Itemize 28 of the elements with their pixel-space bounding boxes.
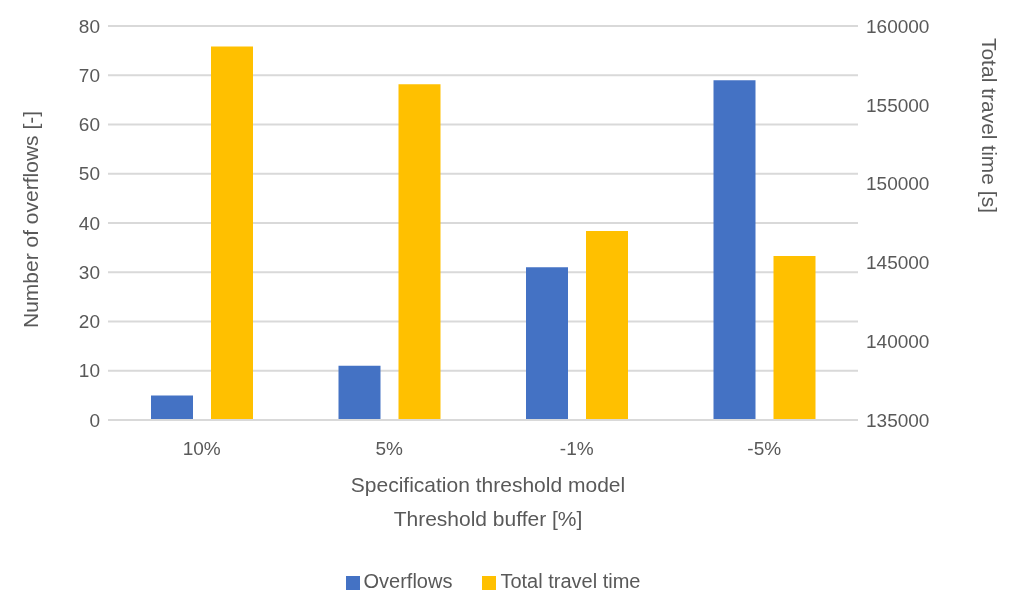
y2-tick-label: 155000: [866, 94, 930, 116]
y-tick-label: 40: [78, 212, 100, 234]
y2-tick-label: 160000: [866, 15, 930, 37]
legend-label: Overflows: [363, 570, 453, 592]
y2-tick-label: 145000: [866, 252, 930, 274]
y2-tick-label: 140000: [866, 330, 930, 352]
x-tick-label: -5%: [747, 438, 782, 460]
x-axis-title: Specification threshold model Threshold buffer [%]: [349, 472, 627, 532]
y-tick-label: 30: [78, 261, 100, 283]
x-tick-label: 10%: [182, 438, 221, 460]
y-tick-label: 10: [78, 360, 100, 382]
y-tick-label: 60: [78, 114, 100, 136]
y-tick-label: 80: [78, 15, 100, 37]
legend-label: Total travel time: [500, 570, 641, 592]
bar: [151, 395, 193, 420]
y-tick-label: 20: [78, 311, 100, 333]
y2-axis-title: Total travel time [s]: [977, 37, 1001, 213]
y2-tick-label: 150000: [866, 173, 930, 195]
y-tick-label: 0: [89, 409, 100, 431]
y-tick-label: 70: [78, 65, 100, 86]
bar: [338, 365, 381, 420]
bar: [526, 267, 568, 420]
y2-tick-label: 135000: [866, 409, 930, 431]
y-axis-title: Number of overflows [-]: [19, 110, 43, 328]
bar: [713, 80, 756, 420]
x-tick-label: 5%: [375, 438, 404, 460]
y-tick-label: 50: [78, 163, 100, 185]
x-tick-label: -1%: [559, 438, 594, 460]
